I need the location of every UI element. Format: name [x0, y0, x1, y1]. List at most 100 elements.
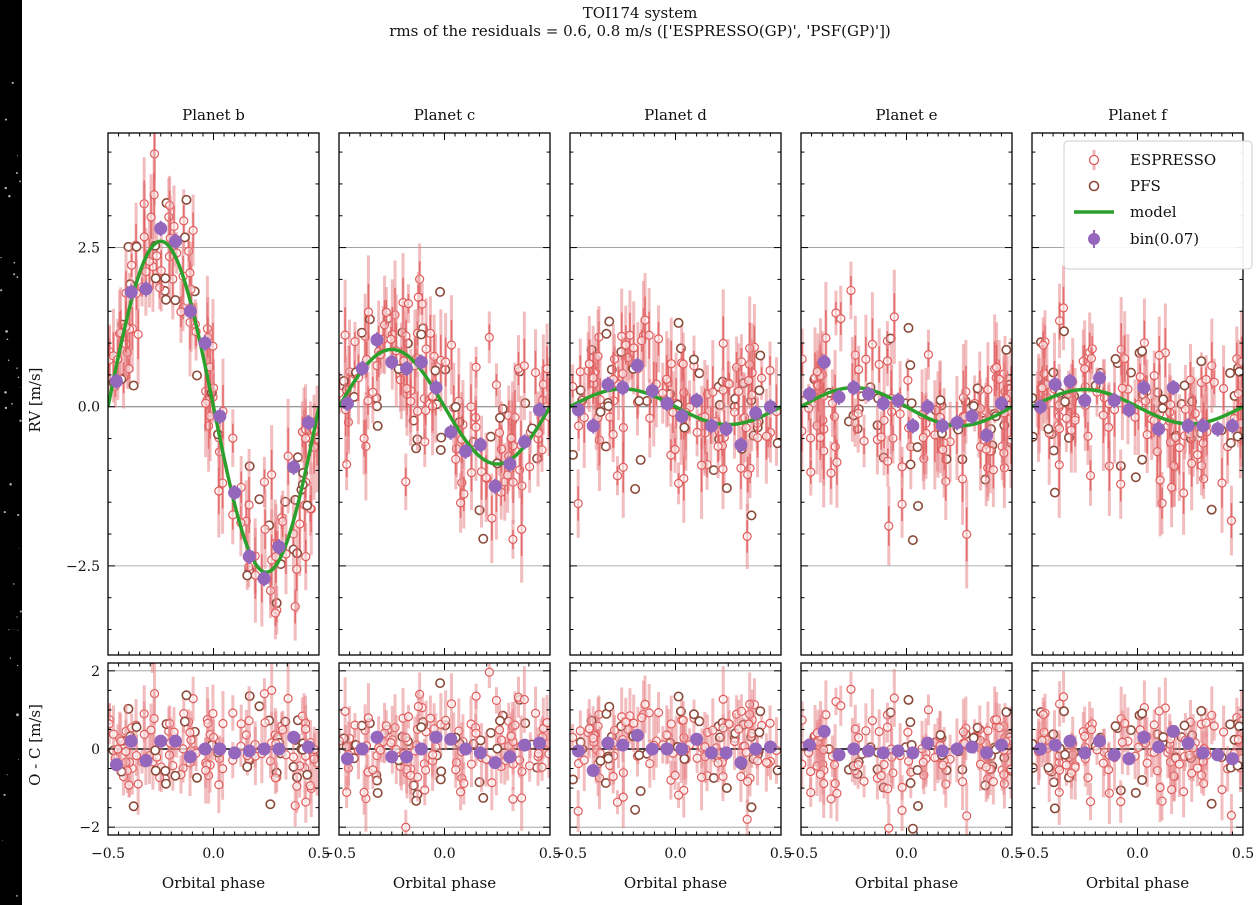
- espresso-residual: [736, 771, 746, 782]
- espresso-point: [363, 396, 373, 406]
- bin-point: [601, 377, 615, 391]
- espresso-residual: [519, 694, 529, 705]
- bin-residual-point: [459, 742, 473, 756]
- espresso-point: [884, 521, 894, 531]
- espresso-point: [466, 402, 476, 412]
- espresso-residual: [640, 699, 650, 709]
- bin-point: [1166, 381, 1180, 395]
- espresso-residual: [692, 753, 702, 763]
- bin-point: [616, 381, 630, 395]
- pfs-point: [1130, 472, 1141, 483]
- star: [17, 759, 19, 761]
- espresso-point: [363, 307, 374, 317]
- bin-point: [287, 460, 301, 474]
- espresso-point: [283, 451, 293, 461]
- espresso-point: [517, 524, 527, 534]
- espresso-residual: [897, 805, 907, 816]
- bin-residual-point: [183, 750, 197, 764]
- bin-residual-point: [198, 742, 212, 756]
- espresso-point: [1201, 374, 1211, 385]
- espresso-point: [678, 359, 688, 369]
- espresso-point: [244, 500, 254, 510]
- espresso-point: [815, 432, 825, 443]
- espresso-point: [508, 534, 518, 545]
- pfs-residual: [604, 701, 615, 712]
- legend-espresso-marker: [1088, 154, 1100, 166]
- bin-residual-point: [802, 738, 816, 752]
- bin-residual-point: [124, 734, 138, 748]
- espresso-point: [386, 334, 396, 344]
- espresso-residual: [267, 685, 277, 695]
- bin-point: [817, 355, 831, 369]
- espresso-point: [670, 444, 680, 455]
- pfs-point: [1043, 423, 1054, 434]
- pfs-point: [1234, 366, 1243, 377]
- espresso-residual: [718, 694, 728, 704]
- espresso-residual: [832, 788, 842, 798]
- bin-point: [385, 355, 399, 369]
- bin-point: [690, 393, 704, 407]
- espresso-point: [673, 478, 684, 488]
- star: [6, 774, 8, 776]
- espresso-point: [1142, 430, 1152, 440]
- starfield-fill: [0, 0, 22, 905]
- pfs-point: [634, 395, 645, 406]
- bin-residual-point: [935, 744, 949, 758]
- model-curve: [801, 385, 1012, 428]
- espresso-residual: [1233, 734, 1243, 745]
- espresso-residual: [859, 776, 869, 786]
- espresso-residual: [853, 760, 863, 770]
- espresso-residual: [413, 701, 423, 712]
- bin-residual-point: [690, 732, 704, 746]
- pfs-residual: [913, 800, 924, 811]
- pfs-point: [435, 286, 446, 297]
- espresso-residual: [882, 722, 893, 732]
- pfs-point: [1137, 346, 1148, 357]
- bin-point: [198, 336, 212, 350]
- rv-points: [570, 273, 781, 569]
- x-axis-label: Orbital phase: [162, 874, 265, 892]
- legend-box: [1063, 140, 1253, 270]
- espresso-point: [812, 367, 822, 377]
- star: [17, 629, 19, 631]
- pfs-point: [903, 322, 914, 333]
- pfs-point: [755, 350, 766, 361]
- pfs-residual: [150, 745, 161, 756]
- espresso-point: [981, 444, 991, 454]
- espresso-residual: [381, 721, 391, 731]
- espresso-point: [718, 385, 728, 395]
- espresso-point: [1116, 479, 1126, 489]
- pfs-point: [913, 500, 924, 511]
- star: [0, 289, 3, 292]
- star: [19, 419, 22, 422]
- pfs-residual: [1110, 721, 1121, 732]
- espresso-residual: [854, 733, 864, 743]
- bin-point: [355, 362, 369, 376]
- espresso-point: [757, 373, 767, 383]
- pfs-residual: [754, 727, 765, 738]
- espresso-residual: [988, 776, 998, 787]
- pfs-point: [746, 510, 757, 521]
- bin-residual-point: [503, 750, 517, 764]
- espresso-residual: [506, 731, 516, 741]
- espresso-point: [152, 251, 162, 261]
- pfs-residual: [1043, 762, 1054, 773]
- bin-residual-point: [1063, 734, 1077, 748]
- espresso-point: [854, 364, 864, 375]
- bin-residual-point: [832, 748, 846, 762]
- bin-point: [675, 409, 689, 423]
- espresso-residual: [121, 746, 131, 757]
- pfs-residual: [635, 786, 646, 797]
- pfs-point: [372, 420, 383, 431]
- espresso-point: [412, 406, 423, 416]
- espresso-point: [724, 379, 734, 389]
- espresso-residual: [805, 766, 816, 777]
- pfs-point: [242, 570, 253, 581]
- espresso-point: [1061, 413, 1072, 423]
- espresso-point: [903, 375, 913, 385]
- x-tick-label: 0.5: [1232, 846, 1254, 862]
- x-tick-label: 0.0: [895, 846, 917, 862]
- star: [3, 511, 6, 514]
- bin-residual-point: [257, 742, 271, 756]
- bin-residual-point: [340, 752, 354, 766]
